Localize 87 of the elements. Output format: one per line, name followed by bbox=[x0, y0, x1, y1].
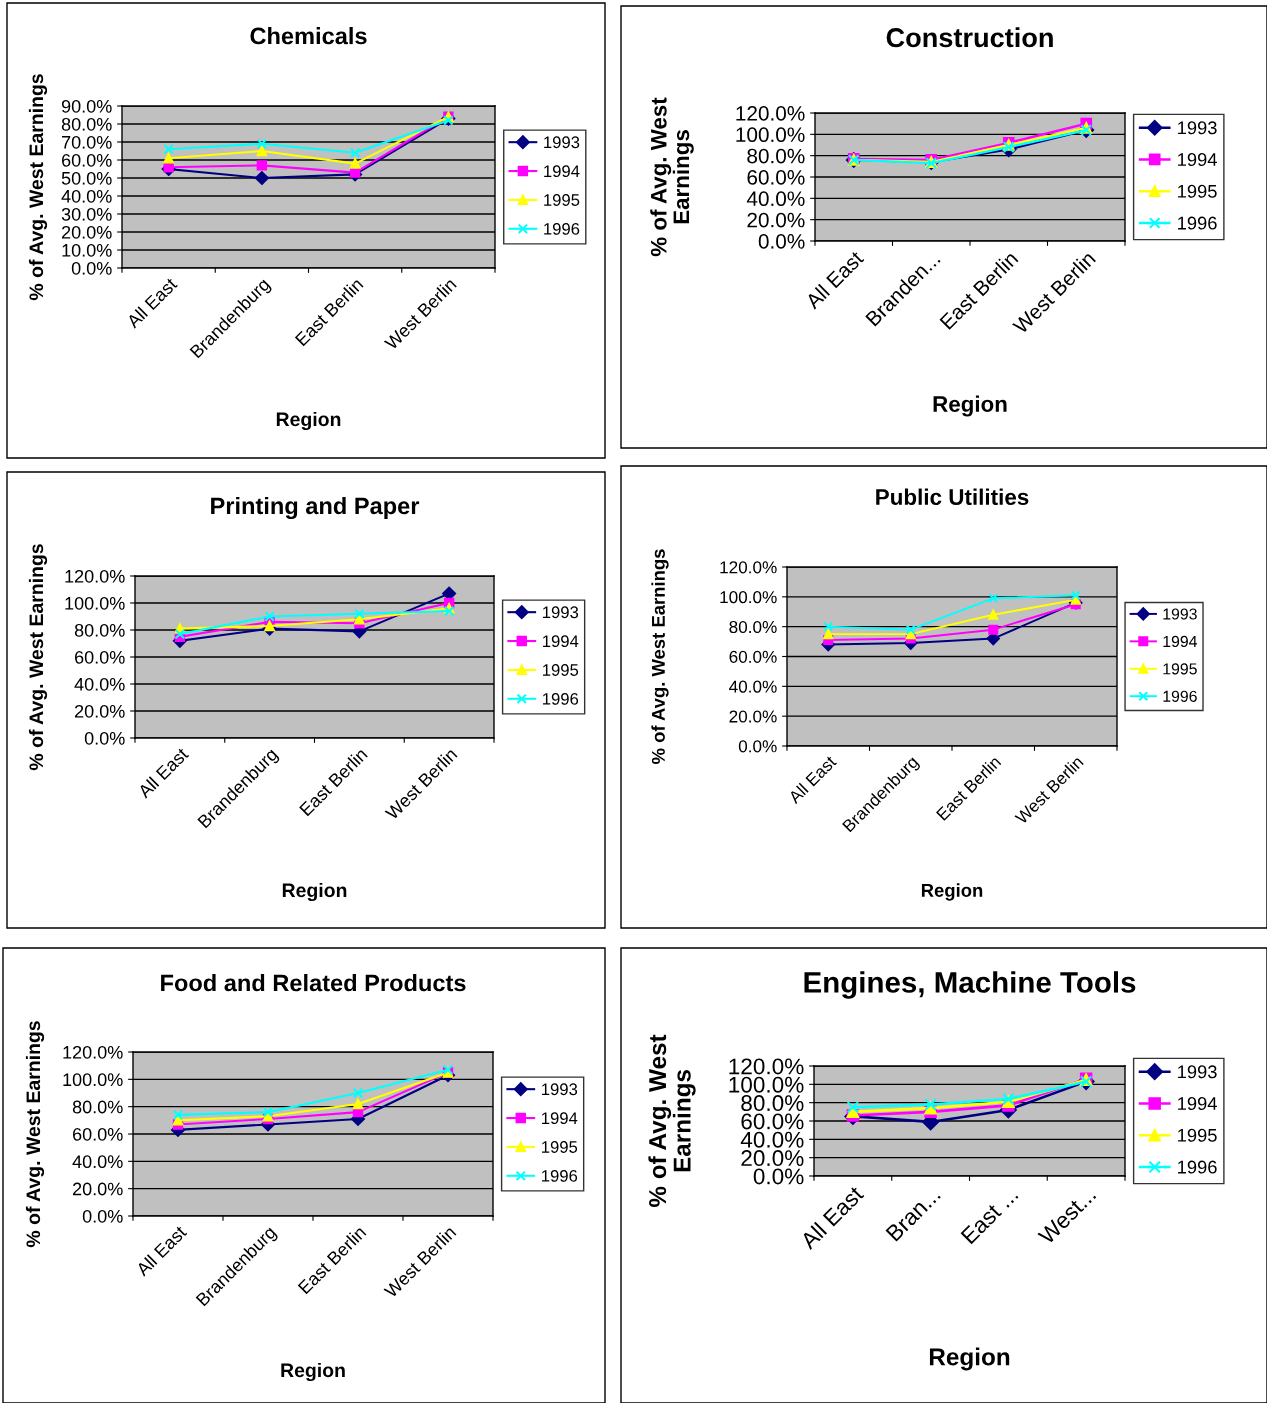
legend-label: 1995 bbox=[542, 1141, 578, 1153]
y-axis-title: % of Avg. West Earnings bbox=[650, 97, 694, 257]
x-axis-title: Region bbox=[282, 882, 347, 902]
legend-label: 1993 bbox=[1178, 121, 1217, 135]
y-axis-title: % of Avg. West Earnings bbox=[25, 1021, 45, 1248]
legend-label: 1995 bbox=[1163, 663, 1197, 675]
y-tick-label: 80.0% bbox=[61, 117, 112, 131]
y-tick-label: 120.0% bbox=[729, 1058, 804, 1075]
y-tick-label: 100.0% bbox=[729, 1076, 804, 1093]
x-axis-title: Region bbox=[281, 1362, 345, 1382]
y-tick-label: 50.0% bbox=[61, 171, 112, 185]
y-axis-title: % of Avg. West Earnings bbox=[28, 544, 48, 771]
legend-label: 1994 bbox=[1178, 153, 1217, 167]
chart-title: Printing and Paper bbox=[211, 496, 420, 520]
legend-label: 1994 bbox=[542, 1112, 578, 1125]
y-tick-label: 20.0% bbox=[747, 212, 805, 228]
legend-label: 1994 bbox=[544, 165, 580, 178]
legend-label: 1996 bbox=[1163, 690, 1197, 702]
y-tick-label: 0.0% bbox=[758, 234, 805, 249]
y-tick-label: 80.0% bbox=[747, 148, 805, 164]
y-tick-label: 0.0% bbox=[738, 740, 777, 753]
y-tick-label: 0.0% bbox=[84, 731, 125, 745]
chart-title: Food and Related Products bbox=[161, 973, 466, 992]
y-tick-label: 20.0% bbox=[74, 704, 125, 718]
x-axis-title: Region bbox=[276, 411, 341, 431]
legend-label: 1993 bbox=[543, 606, 579, 619]
y-tick-label: 100.0% bbox=[63, 1073, 123, 1087]
y-tick-label: 30.0% bbox=[61, 207, 112, 221]
y-tick-label: 20.0% bbox=[729, 710, 777, 723]
legend-label: 1993 bbox=[1178, 1065, 1217, 1079]
y-tick-label: 60.0% bbox=[73, 1127, 123, 1141]
chart-title: Chemicals bbox=[250, 27, 367, 45]
y-tick-label: 20.0% bbox=[741, 1150, 804, 1167]
x-axis-title: Region bbox=[929, 1347, 1010, 1371]
y-tick-label: 40.0% bbox=[740, 1131, 804, 1148]
y-tick-label: 80.0% bbox=[741, 1095, 804, 1112]
y-tick-label: 80.0% bbox=[729, 620, 777, 634]
y-tick-label: 60.0% bbox=[747, 170, 805, 185]
y-tick-label: 40.0% bbox=[72, 1155, 123, 1169]
y-tick-label: 40.0% bbox=[729, 680, 777, 693]
y-tick-label: 40.0% bbox=[61, 189, 112, 203]
y-tick-label: 60.0% bbox=[75, 650, 125, 664]
legend-label: 1996 bbox=[544, 222, 580, 235]
y-tick-label: 70.0% bbox=[62, 135, 112, 149]
y-tick-label: 60.0% bbox=[729, 650, 777, 663]
legend-label: 1996 bbox=[542, 1169, 578, 1182]
y-tick-label: 100.0% bbox=[65, 596, 125, 610]
y-tick-label: 100.0% bbox=[736, 127, 805, 143]
y-tick-label: 20.0% bbox=[72, 1182, 123, 1196]
y-tick-label: 40.0% bbox=[74, 677, 125, 691]
y-tick-label: 60.0% bbox=[62, 153, 112, 167]
y-axis-title: % of Avg. West Earnings bbox=[28, 74, 48, 301]
legend-label: 1994 bbox=[1163, 635, 1198, 648]
y-tick-label: 120.0% bbox=[736, 106, 805, 121]
y-tick-label: 100.0% bbox=[720, 591, 777, 604]
chart-title: Public Utilities bbox=[876, 488, 1029, 506]
legend-label: 1995 bbox=[1178, 184, 1217, 198]
y-tick-label: 120.0% bbox=[720, 561, 777, 574]
y-tick-label: 80.0% bbox=[72, 1100, 123, 1114]
y-tick-label: 40.0% bbox=[746, 191, 805, 207]
chart-title: Engines, Machine Tools bbox=[804, 971, 1136, 999]
y-tick-label: 120.0% bbox=[65, 569, 125, 583]
y-axis-title: % of Avg. West Earnings bbox=[651, 549, 669, 764]
legend-label: 1994 bbox=[1178, 1097, 1217, 1111]
legend-label: 1993 bbox=[1163, 608, 1197, 620]
y-tick-label: 0.0% bbox=[71, 261, 112, 275]
legend-label: 1995 bbox=[544, 194, 580, 206]
legend-label: 1994 bbox=[543, 635, 579, 648]
legend-label: 1993 bbox=[544, 136, 580, 149]
y-tick-label: 20.0% bbox=[61, 225, 112, 239]
legend-label: 1996 bbox=[1178, 216, 1217, 230]
x-axis-title: Region bbox=[921, 883, 983, 901]
y-tick-label: 0.0% bbox=[82, 1209, 123, 1223]
legend-label: 1993 bbox=[542, 1083, 578, 1096]
legend-label: 1995 bbox=[543, 664, 579, 676]
y-tick-label: 10.0% bbox=[62, 243, 112, 257]
y-tick-label: 0.0% bbox=[753, 1168, 804, 1185]
y-axis-title: % of Avg. West Earnings bbox=[648, 1034, 696, 1208]
legend-label: 1996 bbox=[1178, 1160, 1217, 1174]
y-tick-label: 60.0% bbox=[741, 1113, 804, 1130]
chart-title: Construction bbox=[886, 27, 1053, 48]
x-axis-title: Region bbox=[933, 395, 1007, 417]
y-tick-label: 80.0% bbox=[74, 623, 125, 637]
legend-label: 1996 bbox=[543, 692, 579, 705]
y-tick-label: 120.0% bbox=[63, 1045, 123, 1059]
legend-label: 1995 bbox=[1178, 1128, 1217, 1142]
y-tick-label: 90.0% bbox=[61, 99, 112, 113]
